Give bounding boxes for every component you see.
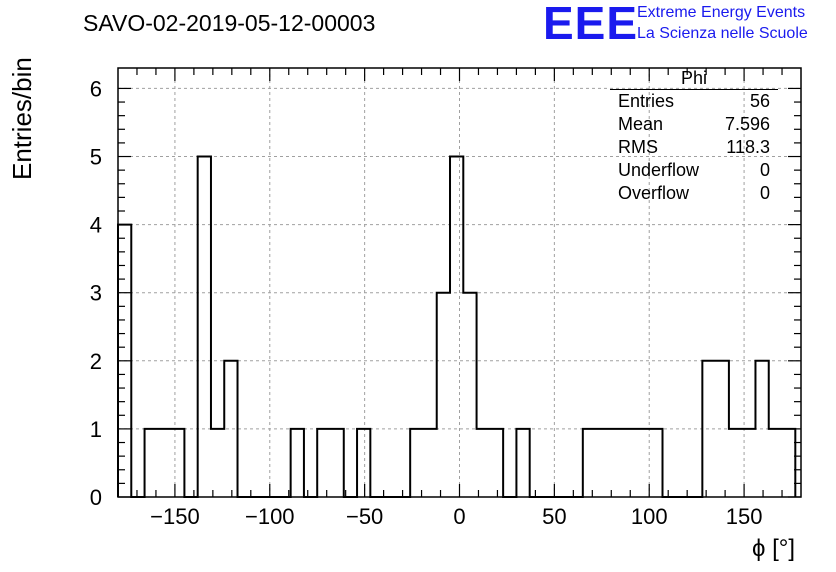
stats-row-underflow: Underflow 0	[610, 159, 778, 182]
stats-label: Mean	[618, 114, 664, 134]
y-tick-label: 6	[90, 76, 102, 101]
stats-row-overflow: Overflow 0	[610, 182, 778, 205]
stats-label: Underflow	[618, 160, 700, 180]
y-tick-label: 2	[90, 349, 102, 374]
y-tick-label: 3	[90, 281, 102, 306]
x-tick-label: 100	[631, 504, 668, 529]
x-tick-label: −150	[150, 504, 200, 529]
stats-value: 0	[759, 160, 770, 180]
plot-title: SAVO-02-2019-05-12-00003	[83, 10, 376, 36]
stats-row-rms: RMS 118.3	[610, 136, 778, 159]
stats-value: 0	[759, 183, 770, 203]
y-tick-label: 4	[90, 213, 102, 238]
stats-label: Entries	[618, 91, 675, 111]
histogram-series	[117, 155, 797, 498]
histogram-line	[117, 155, 797, 498]
x-tick-label: −100	[245, 504, 295, 529]
stats-row-mean: Mean 7.596	[610, 113, 778, 136]
y-axis-label: Entries/bin	[7, 57, 37, 180]
y-tick-label: 0	[90, 485, 102, 510]
logo-subtitle-2: La Scienza nelle Scuole	[637, 25, 808, 42]
eee-logo: EEE	[543, 0, 639, 49]
x-tick-label: 150	[726, 504, 763, 529]
stats-histogram-name: Phi	[610, 68, 778, 90]
y-tick-label: 5	[90, 145, 102, 170]
x-axis-label: ϕ [°]	[752, 535, 796, 562]
stats-value: 7.596	[724, 114, 770, 134]
stats-value: 118.3	[726, 137, 770, 157]
y-tick-label: 1	[90, 417, 102, 442]
stats-value: 56	[749, 91, 770, 111]
x-tick-label: −50	[346, 504, 383, 529]
stats-label: RMS	[618, 137, 658, 157]
stats-label: Overflow	[618, 183, 690, 203]
x-tick-label: 0	[453, 504, 465, 529]
stats-box: Phi Entries 56 Mean 7.596 RMS 118.3 Unde…	[610, 68, 778, 205]
logo-subtitle-1: Extreme Energy Events	[637, 4, 806, 21]
x-tick-label: 50	[542, 504, 566, 529]
stats-row-entries: Entries 56	[610, 90, 778, 113]
